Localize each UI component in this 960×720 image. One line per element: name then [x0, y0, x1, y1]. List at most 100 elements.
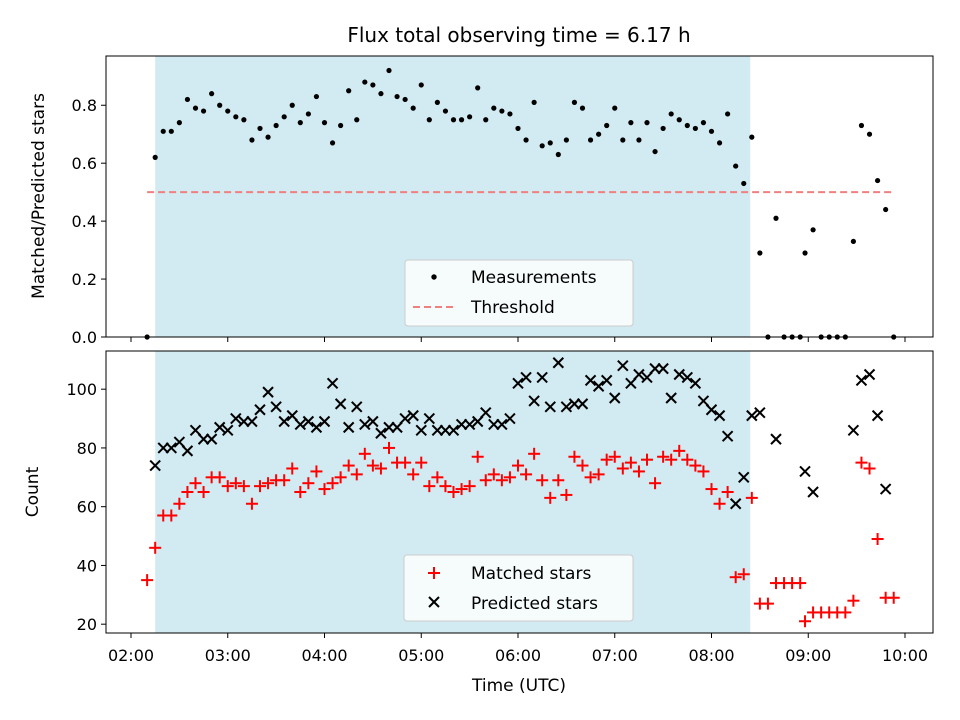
legend-predicted-label: Predicted stars [471, 594, 598, 614]
measurement-point [660, 125, 666, 132]
predicted-star-point [665, 392, 677, 404]
matched-star-point [584, 471, 597, 484]
x-tick-label: 05:00 [398, 646, 444, 665]
predicted-star-point [213, 421, 226, 434]
x-tick-label: 09:00 [785, 646, 831, 665]
y-tick-label: 0.2 [72, 270, 97, 289]
predicted-star-point [633, 368, 645, 381]
matched-star-point [173, 497, 186, 510]
measurement-point [491, 105, 497, 111]
matched-star-point [863, 462, 876, 475]
predicted-star-point [286, 409, 298, 422]
predicted-star-point [681, 371, 694, 384]
predicted-star-point [609, 392, 621, 404]
x-tick-label: 03:00 [205, 646, 251, 665]
matched-star-point [681, 453, 694, 466]
measurement-point [773, 215, 779, 221]
y-tick-label: 0.6 [72, 154, 97, 173]
predicted-star-point [807, 486, 819, 498]
measurement-point [644, 120, 650, 126]
y-tick-label: 0.8 [72, 96, 97, 115]
measurement-point [596, 131, 602, 137]
predicted-star-point [447, 424, 460, 437]
matched-star-point [528, 447, 541, 460]
x-tick-label: 04:00 [301, 646, 347, 665]
predicted-star-point [738, 471, 750, 484]
measurement-point [297, 120, 303, 126]
matched-star-point [855, 456, 868, 469]
matched-star-point [471, 450, 484, 463]
matched-star-point [310, 465, 323, 478]
measurement-point [321, 120, 328, 126]
matched-star-point [487, 468, 500, 481]
y-tick-label: 20 [77, 615, 97, 634]
measurement-point [450, 117, 457, 123]
predicted-star-point [480, 406, 492, 419]
matched-star-point [657, 450, 670, 463]
predicted-star-point [189, 424, 202, 437]
matched-star-point [503, 471, 516, 484]
legend-threshold-label: Threshold [470, 298, 555, 318]
predicted-star-point [278, 415, 290, 428]
measurement-point [571, 99, 578, 105]
predicted-star-point [536, 371, 548, 384]
matched-star-point [278, 474, 291, 487]
predicted-star-point [504, 412, 516, 425]
matched-star-point [439, 480, 452, 493]
measurement-point [733, 163, 739, 169]
predicted-star-point [544, 401, 556, 413]
matched-star-point [455, 483, 468, 496]
predicted-star-point [294, 418, 307, 431]
matched-star-point [342, 459, 355, 472]
predicted-star-point [721, 430, 734, 442]
predicted-star-point [705, 404, 718, 416]
legend-measurements-label: Measurements [471, 268, 597, 288]
measurement-point [515, 125, 521, 132]
measurement-point [160, 128, 166, 134]
matched-star-point [350, 468, 363, 481]
measurement-point [410, 105, 416, 111]
measurement-point [257, 125, 263, 132]
x-axis-label: Time (UTC) [471, 676, 566, 696]
matched-star-point [745, 491, 758, 504]
y-tick-label: 80 [77, 439, 97, 458]
matched-star-point [592, 468, 605, 481]
measurement-point [741, 180, 747, 187]
predicted-star-point [552, 357, 565, 369]
predicted-star-point [689, 377, 702, 390]
matched-star-point [689, 459, 702, 472]
predicted-star-point [334, 398, 347, 410]
matched-star-point [632, 465, 645, 478]
matched-star-point [495, 474, 508, 487]
measurement-point [305, 111, 311, 117]
y-tick-label: 0.4 [72, 212, 97, 231]
measurement-point [200, 108, 207, 114]
predicted-star-point [399, 412, 411, 425]
predicted-star-point [254, 404, 266, 416]
measurement-point [313, 93, 320, 100]
predicted-star-point [205, 433, 218, 445]
legend-matched-marker [428, 567, 440, 579]
measurement-point [507, 111, 513, 117]
measurement-point [192, 105, 199, 111]
matched-star-point [544, 491, 557, 504]
predicted-star-point [342, 421, 355, 434]
measurement-point [692, 125, 698, 132]
predicted-star-point [407, 409, 419, 422]
measurement-point [354, 117, 360, 123]
matched-star-point [665, 453, 678, 466]
matched-star-point [560, 488, 573, 501]
matched-star-point [761, 597, 774, 610]
measurement-point [329, 140, 336, 146]
matched-star-point [576, 459, 589, 472]
measurement-point [273, 122, 279, 129]
measurement-point [289, 102, 295, 108]
matched-star-point [245, 497, 258, 510]
matched-star-point [213, 471, 226, 484]
predicted-star-point [746, 409, 758, 422]
matched-star-point [366, 459, 379, 472]
matched-star-point [358, 447, 371, 460]
matched-star-point [334, 471, 347, 484]
matched-star-point [568, 450, 581, 463]
predicted-star-point [641, 371, 653, 384]
